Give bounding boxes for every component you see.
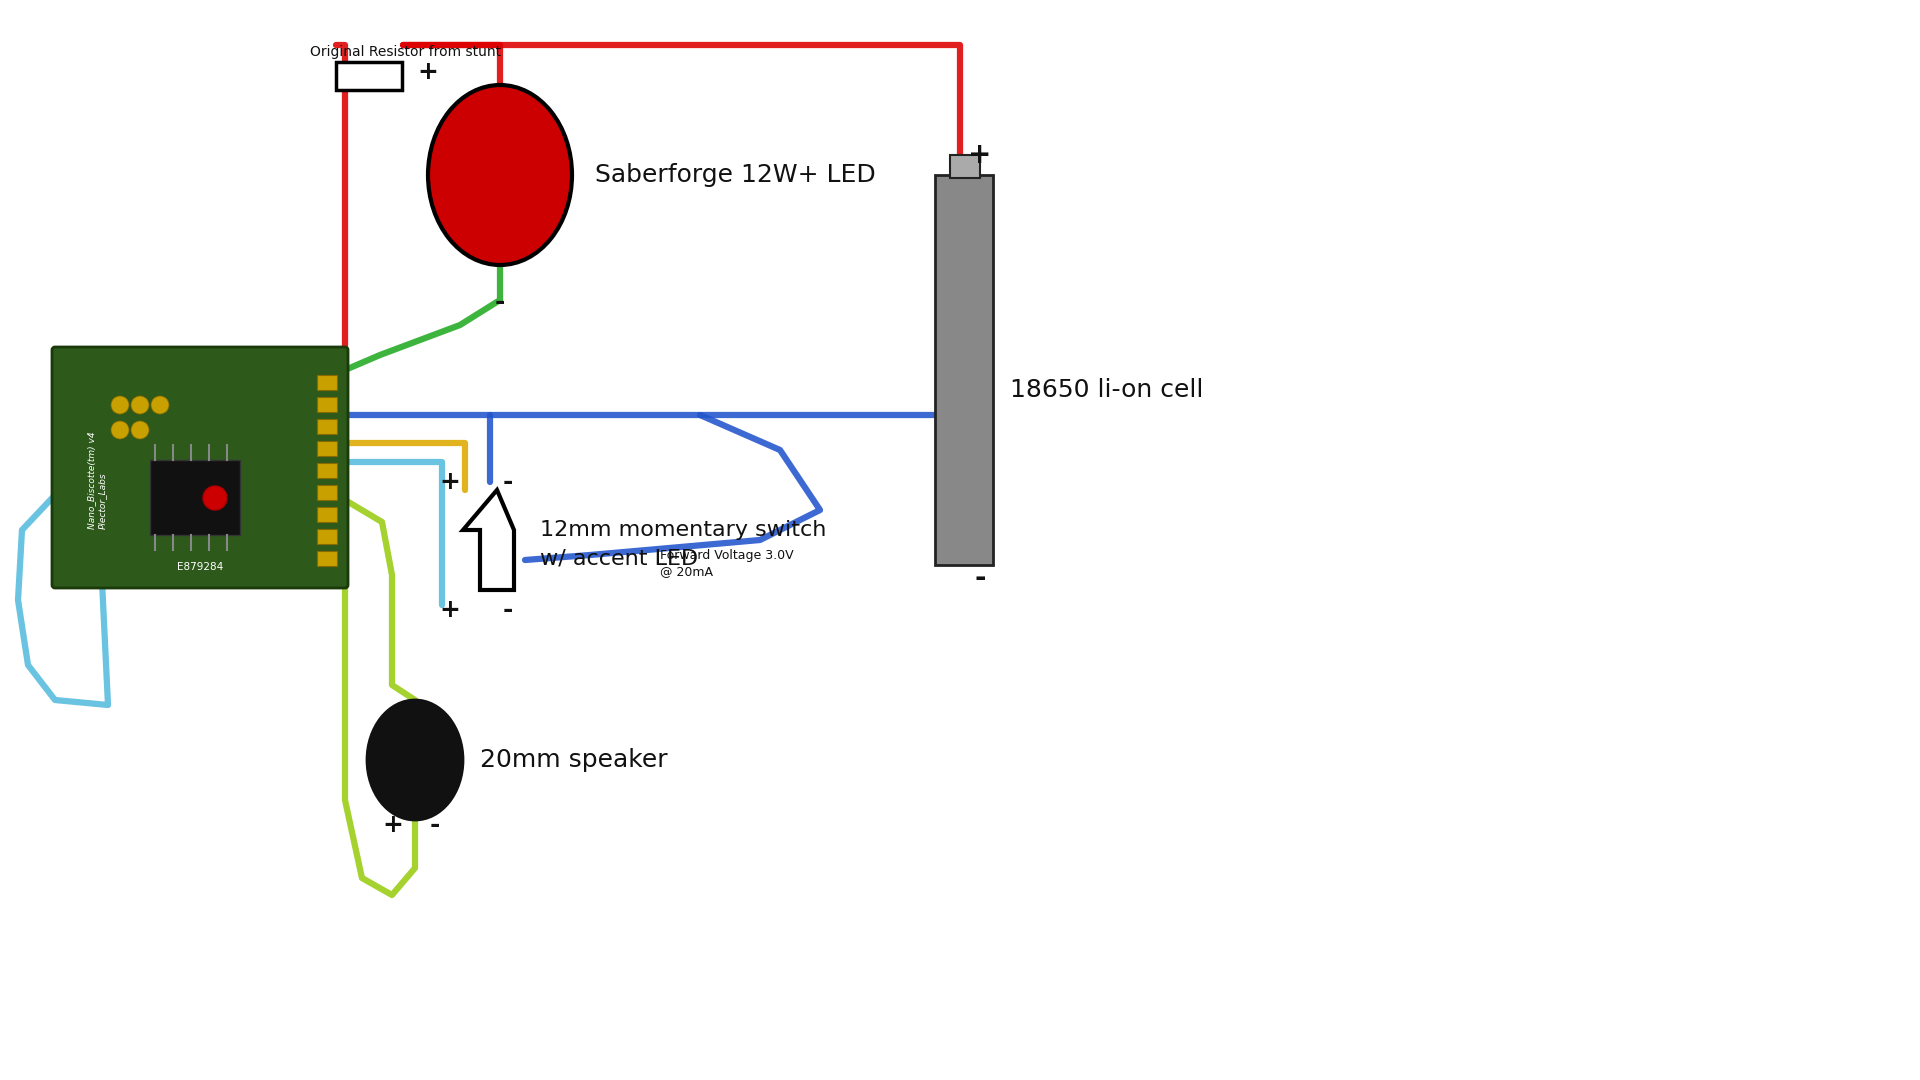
Text: +: + [968, 141, 993, 168]
Text: +: + [417, 60, 438, 84]
Text: @ 20mA: @ 20mA [660, 566, 712, 579]
Text: Saberforge 12W+ LED: Saberforge 12W+ LED [595, 163, 876, 187]
Bar [317, 529, 338, 544]
Text: +: + [440, 470, 461, 494]
Bar [317, 463, 338, 478]
Text: -: - [495, 291, 505, 314]
Ellipse shape [428, 85, 572, 265]
Bar [150, 460, 240, 535]
Bar [317, 397, 338, 411]
Bar [336, 62, 401, 90]
Bar [317, 375, 338, 390]
Circle shape [111, 421, 129, 438]
Text: 20mm speaker: 20mm speaker [480, 748, 668, 772]
Bar [317, 485, 338, 500]
Text: -: - [503, 470, 513, 494]
Ellipse shape [367, 700, 463, 820]
Text: Original Resistor from stunt: Original Resistor from stunt [309, 45, 501, 59]
Bar [935, 175, 993, 565]
Text: +: + [382, 813, 403, 837]
Polygon shape [463, 490, 515, 590]
Text: 18650 li-on cell: 18650 li-on cell [1010, 378, 1204, 402]
Text: -: - [973, 564, 985, 592]
Text: w/ accent LED: w/ accent LED [540, 548, 699, 568]
Bar [317, 419, 338, 434]
Circle shape [152, 396, 169, 414]
Bar [950, 156, 979, 178]
Bar [317, 507, 338, 522]
Text: 12mm momentary switch: 12mm momentary switch [540, 519, 826, 540]
Bar [317, 551, 338, 566]
Text: Nano_Biscotte(tm) v4
Plector_Labs: Nano_Biscotte(tm) v4 Plector_Labs [86, 431, 106, 529]
Circle shape [131, 396, 150, 414]
Circle shape [204, 486, 227, 510]
Text: -: - [503, 598, 513, 622]
Text: Forward Voltage 3.0V: Forward Voltage 3.0V [660, 550, 793, 563]
Bar [317, 441, 338, 456]
FancyBboxPatch shape [52, 347, 348, 588]
Text: E879284: E879284 [177, 562, 223, 572]
Text: -: - [430, 813, 440, 837]
Circle shape [111, 396, 129, 414]
Circle shape [131, 421, 150, 438]
Text: +: + [440, 598, 461, 622]
